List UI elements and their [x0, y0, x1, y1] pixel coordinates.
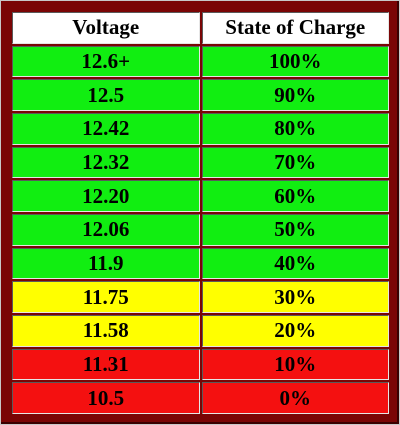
voltage-cell: 12.5 [12, 79, 200, 111]
voltage-cell: 12.42 [12, 112, 200, 145]
charge-cell: 80% [201, 112, 389, 145]
charge-cell: 10% [201, 348, 389, 381]
data-row: 12.5 90% [12, 79, 389, 111]
data-row: 12.42 80% [12, 112, 389, 145]
charge-cell: 100% [201, 45, 389, 78]
charge-cell: 90% [201, 79, 389, 111]
charge-cell: 60% [201, 180, 389, 212]
header-row: Voltage State of Charge [12, 12, 389, 44]
header-cell: State of Charge [201, 12, 389, 44]
voltage-cell: 12.06 [12, 213, 200, 246]
data-row: 11.58 20% [12, 314, 389, 347]
table-body: Voltage State of Charge 12.6+ 100% 12.5 90% 12… [12, 12, 389, 414]
voltage-cell: 11.75 [12, 281, 200, 313]
voltage-cell: 12.6+ [12, 45, 200, 78]
voltage-cell: 12.20 [12, 180, 200, 212]
charge-cell: 40% [201, 247, 389, 280]
header-cell: Voltage [12, 12, 200, 44]
data-row: 11.75 30% [12, 281, 389, 313]
voltage-cell: 11.9 [12, 247, 200, 280]
charge-cell: 20% [201, 314, 389, 347]
voltage-cell: 11.31 [12, 348, 200, 381]
data-row: 12.6+ 100% [12, 45, 389, 78]
data-row: 10.5 0% [12, 382, 389, 414]
charge-table: Voltage State of Charge 12.6+ 100% 12.5 90% 12… [10, 10, 391, 416]
charge-cell: 50% [201, 213, 389, 246]
charge-cell: 0% [201, 382, 389, 414]
data-row: 11.9 40% [12, 247, 389, 280]
voltage-cell: 10.5 [12, 382, 200, 414]
data-row: 12.20 60% [12, 180, 389, 212]
data-row: 11.31 10% [12, 348, 389, 381]
voltage-cell: 12.32 [12, 146, 200, 179]
voltage-cell: 11.58 [12, 314, 200, 347]
data-row: 12.32 70% [12, 146, 389, 179]
data-row: 12.06 50% [12, 213, 389, 246]
charge-cell: 70% [201, 146, 389, 179]
charge-cell: 30% [201, 281, 389, 313]
